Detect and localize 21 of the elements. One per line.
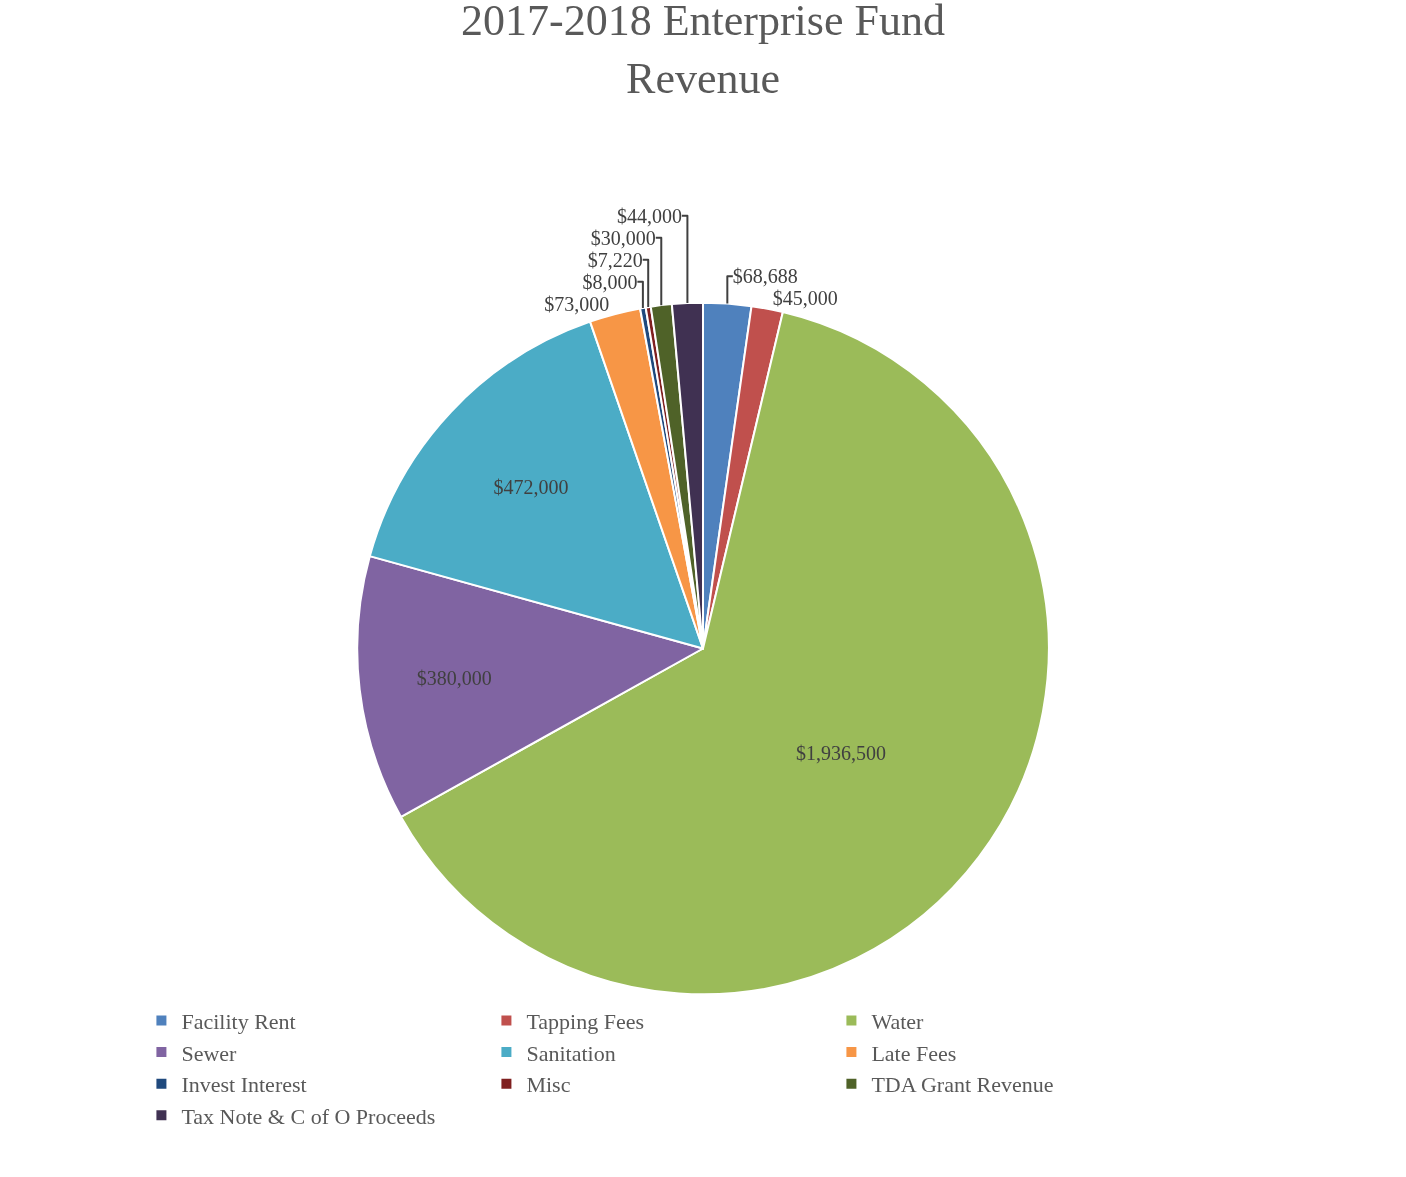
chart-title: 2017-2018 Enterprise Fund Revenue bbox=[461, 0, 945, 103]
legend-label: Late Fees bbox=[871, 1040, 957, 1066]
data-label: $68,688 bbox=[732, 265, 798, 288]
data-label: $380,000 bbox=[416, 667, 492, 690]
legend-label: Sewer bbox=[181, 1040, 238, 1066]
legend-label: Tax Note & C of O Proceeds bbox=[181, 1103, 436, 1129]
data-label: $7,220 bbox=[587, 248, 643, 271]
legend-label: TDA Grant Revenue bbox=[871, 1072, 1054, 1098]
legend-label: Misc bbox=[526, 1072, 571, 1098]
legend-label: Tapping Fees bbox=[526, 1009, 645, 1035]
data-label: $1,936,500 bbox=[795, 741, 886, 764]
legend-label: Invest Interest bbox=[181, 1072, 307, 1098]
legend-label: Facility Rent bbox=[181, 1009, 296, 1035]
legend-label: Water bbox=[871, 1009, 925, 1035]
data-label: $8,000 bbox=[582, 270, 638, 293]
data-label: $73,000 bbox=[544, 292, 610, 315]
legend-label: Sanitation bbox=[526, 1040, 616, 1066]
data-label: $45,000 bbox=[772, 287, 838, 310]
data-label: $44,000 bbox=[616, 204, 682, 227]
data-label: $472,000 bbox=[493, 475, 569, 498]
data-label: $30,000 bbox=[590, 226, 656, 249]
